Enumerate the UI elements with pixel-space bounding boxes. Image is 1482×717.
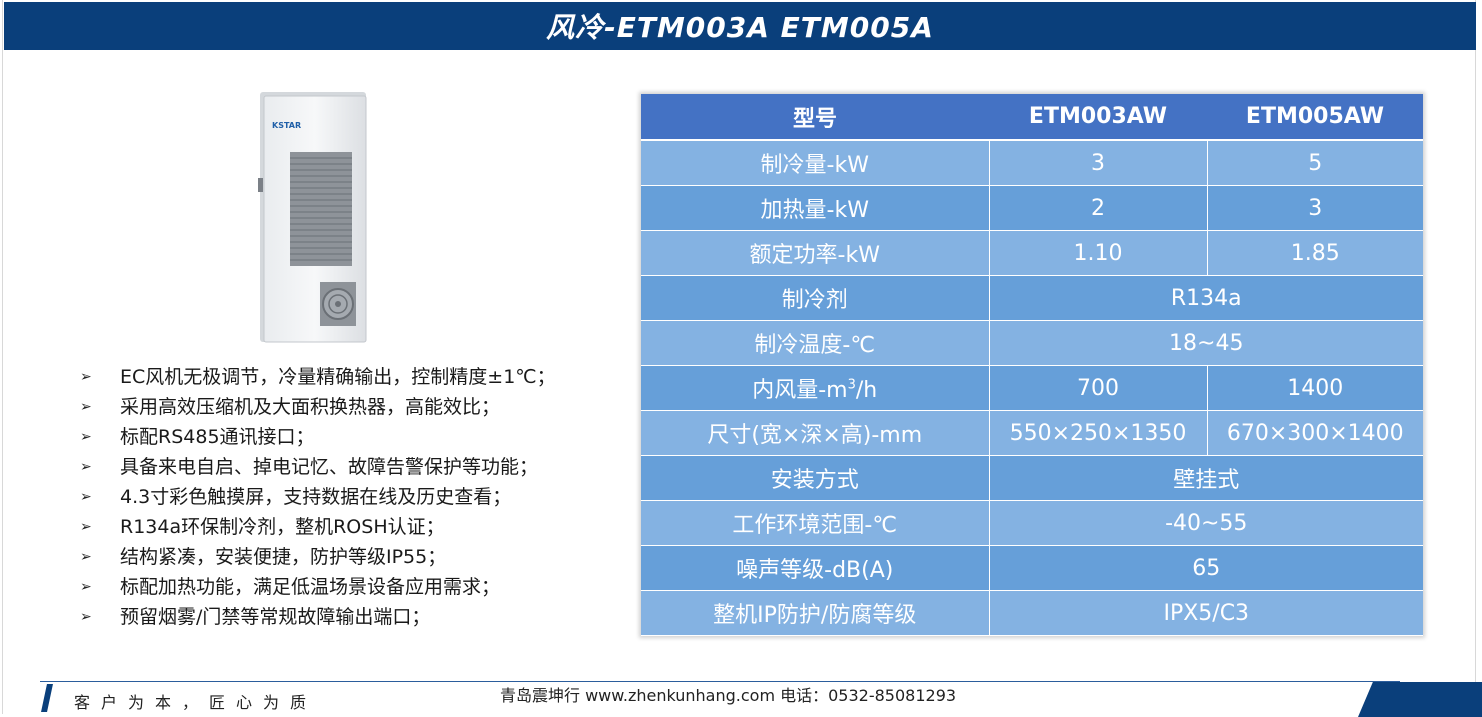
table-row: 噪声等级-dB(A) 65 [641,545,1423,591]
bullet-arrow-icon: ➢ [80,399,92,415]
feature-item: ➢ 结构紧凑，安装便捷，防护等级IP55； [80,542,556,572]
footer-divider [40,681,1400,682]
table-row: 安装方式 壁挂式 [641,455,1423,501]
cell-etm003aw: 550×250×1350 [989,410,1208,456]
cell-merged: -40~55 [989,500,1423,546]
table-row: 尺寸(宽×深×高)-mm 550×250×1350 670×300×1400 [641,410,1423,456]
footer-accent-block [1358,682,1482,717]
bullet-arrow-icon: ➢ [80,549,92,565]
header-etm005aw: ETM005AW [1207,94,1423,141]
feature-list: ➢ EC风机无极调节，冷量精确输出，控制精度±1℃； ➢ 采用高效压缩机及大面积换热… [80,362,556,632]
bullet-arrow-icon: ➢ [80,429,92,445]
bullet-arrow-icon: ➢ [80,609,92,625]
row-label: 制冷量-kW [641,140,990,186]
row-label: 制冷剂 [641,275,990,321]
feature-item: ➢ R134a环保制冷剂，整机ROSH认证； [80,512,556,542]
row-label: 整机IP防护/防腐等级 [641,590,990,636]
table-row: 内风量-m3/h 700 1400 [641,365,1423,411]
row-label: 内风量-m3/h [641,365,990,411]
cell-etm003aw: 3 [989,140,1208,186]
cell-merged: 壁挂式 [989,455,1423,501]
footer-slogan: 客户为本，匠心为质 [74,693,318,712]
spec-table: 型号 ETM003AW ETM005AW 制冷量-kW 3 5 加热量-kW 2… [641,94,1423,636]
row-label: 尺寸(宽×深×高)-mm [641,410,990,456]
row-label: 噪声等级-dB(A) [641,545,990,591]
feature-item: ➢ EC风机无极调节，冷量精确输出，控制精度±1℃； [80,362,556,392]
table-row: 加热量-kW 2 3 [641,185,1423,231]
table-header-row: 型号 ETM003AW ETM005AW [641,94,1423,141]
cell-etm005aw: 1.85 [1207,230,1423,276]
brand-logo: KSTAR [272,121,301,130]
row-label: 工作环境范围-℃ [641,500,990,546]
row-label: 加热量-kW [641,185,990,231]
cell-etm005aw: 3 [1207,185,1423,231]
cell-etm003aw: 2 [989,185,1208,231]
table-row: 整机IP防护/防腐等级 IPX5/C3 [641,590,1423,636]
bullet-arrow-icon: ➢ [80,519,92,535]
table-row: 工作环境范围-℃ -40~55 [641,500,1423,546]
cell-etm005aw: 670×300×1400 [1207,410,1423,456]
footer-contact: 青岛震坤行 www.zhenkunhang.com 电话：0532-850812… [500,686,957,705]
header-model: 型号 [641,94,989,141]
cell-etm003aw: 700 [989,365,1208,411]
table-row: 制冷量-kW 3 5 [641,140,1423,186]
cell-merged: IPX5/C3 [989,590,1423,636]
bullet-arrow-icon: ➢ [80,369,92,385]
row-label: 制冷温度-℃ [641,320,990,366]
feature-item: ➢ 标配RS485通讯接口； [80,422,556,452]
cell-merged: 18~45 [989,320,1423,366]
table-row: 制冷剂 R134a [641,275,1423,321]
row-label: 额定功率-kW [641,230,990,276]
cell-etm003aw: 1.10 [989,230,1208,276]
feature-item: ➢ 标配加热功能，满足低温场景设备应用需求； [80,572,556,602]
table-row: 额定功率-kW 1.10 1.85 [641,230,1423,276]
product-image: KSTAR [258,92,367,343]
header-etm003aw: ETM003AW [989,94,1207,141]
bullet-arrow-icon: ➢ [80,579,92,595]
page-title: 风冷-ETM003A ETM005A [546,11,934,44]
cell-etm005aw: 1400 [1207,365,1423,411]
table-row: 制冷温度-℃ 18~45 [641,320,1423,366]
cell-etm005aw: 5 [1207,140,1423,186]
cell-merged: R134a [989,275,1423,321]
feature-item: ➢ 预留烟雾/门禁等常规故障输出端口； [80,602,556,632]
feature-item: ➢ 4.3寸彩色触摸屏，支持数据在线及历史查看； [80,482,556,512]
feature-item: ➢ 具备来电自启、掉电记忆、故障告警保护等功能； [80,452,556,482]
cell-merged: 65 [989,545,1423,591]
bullet-arrow-icon: ➢ [80,459,92,475]
bullet-arrow-icon: ➢ [80,489,92,505]
row-label: 安装方式 [641,455,990,501]
feature-item: ➢ 采用高效压缩机及大面积换热器，高能效比； [80,392,556,422]
title-bar: 风冷-ETM003A ETM005A [4,2,1476,50]
